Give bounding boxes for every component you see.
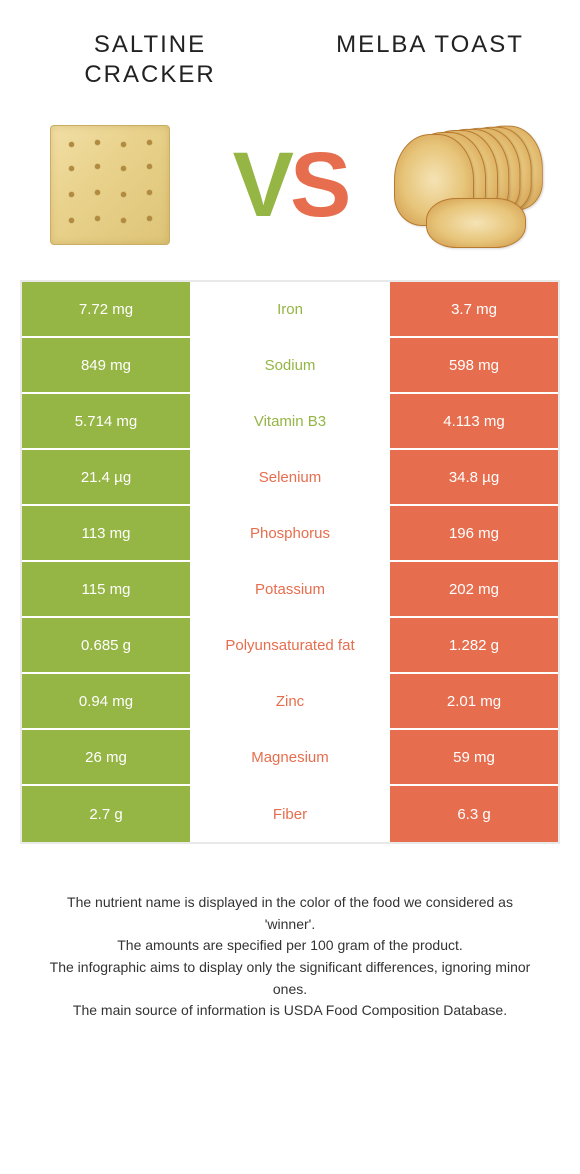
vs-label: VS	[233, 139, 348, 231]
right-value: 2.01 mg	[388, 674, 558, 728]
right-value: 196 mg	[388, 506, 558, 560]
table-row: 115 mgPotassium202 mg	[22, 562, 558, 618]
nutrient-label: Vitamin B3	[192, 394, 388, 448]
table-row: 2.7 gFiber6.3 g	[22, 786, 558, 842]
footer-notes: The nutrient name is displayed in the co…	[0, 844, 580, 1022]
table-row: 21.4 µgSelenium34.8 µg	[22, 450, 558, 506]
footer-line-4: The main source of information is USDA F…	[40, 1000, 540, 1022]
nutrient-label: Sodium	[192, 338, 388, 392]
right-value: 34.8 µg	[388, 450, 558, 504]
right-value: 3.7 mg	[388, 282, 558, 336]
footer-line-1: The nutrient name is displayed in the co…	[40, 892, 540, 935]
right-food-title: Melba toast	[320, 30, 540, 90]
vs-row: VS	[0, 100, 580, 280]
nutrient-label: Fiber	[192, 786, 388, 842]
footer-line-3: The infographic aims to display only the…	[40, 957, 540, 1000]
right-value: 202 mg	[388, 562, 558, 616]
table-row: 5.714 mgVitamin B34.113 mg	[22, 394, 558, 450]
table-row: 7.72 mgIron3.7 mg	[22, 282, 558, 338]
right-value: 598 mg	[388, 338, 558, 392]
nutrient-label: Polyunsaturated fat	[192, 618, 388, 672]
header: Saltine cracker Melba toast	[0, 0, 580, 100]
cracker-icon	[50, 125, 170, 245]
left-value: 2.7 g	[22, 786, 192, 842]
left-value: 849 mg	[22, 338, 192, 392]
toast-icon	[390, 120, 550, 250]
table-row: 0.685 gPolyunsaturated fat1.282 g	[22, 618, 558, 674]
nutrient-label: Selenium	[192, 450, 388, 504]
nutrient-label: Zinc	[192, 674, 388, 728]
left-value: 113 mg	[22, 506, 192, 560]
left-food-image	[30, 120, 190, 250]
vs-v: V	[233, 134, 290, 236]
left-food-title: Saltine cracker	[40, 30, 260, 90]
table-row: 113 mgPhosphorus196 mg	[22, 506, 558, 562]
vs-s: S	[290, 134, 347, 236]
nutrient-label: Magnesium	[192, 730, 388, 784]
left-value: 7.72 mg	[22, 282, 192, 336]
nutrient-table: 7.72 mgIron3.7 mg849 mgSodium598 mg5.714…	[20, 280, 560, 844]
table-row: 0.94 mgZinc2.01 mg	[22, 674, 558, 730]
nutrient-label: Phosphorus	[192, 506, 388, 560]
right-value: 4.113 mg	[388, 394, 558, 448]
nutrient-label: Potassium	[192, 562, 388, 616]
right-value: 6.3 g	[388, 786, 558, 842]
left-value: 0.685 g	[22, 618, 192, 672]
nutrient-label: Iron	[192, 282, 388, 336]
table-row: 849 mgSodium598 mg	[22, 338, 558, 394]
table-row: 26 mgMagnesium59 mg	[22, 730, 558, 786]
right-value: 59 mg	[388, 730, 558, 784]
left-value: 115 mg	[22, 562, 192, 616]
left-value: 5.714 mg	[22, 394, 192, 448]
right-value: 1.282 g	[388, 618, 558, 672]
footer-line-2: The amounts are specified per 100 gram o…	[40, 935, 540, 957]
left-value: 26 mg	[22, 730, 192, 784]
left-value: 21.4 µg	[22, 450, 192, 504]
left-value: 0.94 mg	[22, 674, 192, 728]
right-food-image	[390, 120, 550, 250]
